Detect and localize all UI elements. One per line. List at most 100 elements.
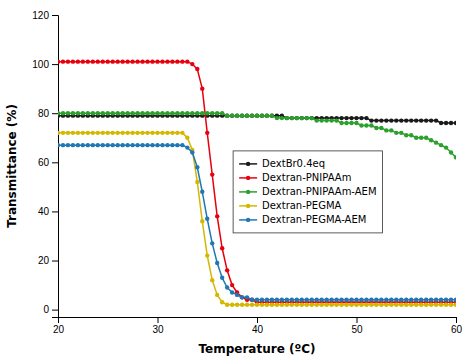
legend-item: Dextran-PNIPAAm [239,172,351,183]
point [379,303,383,307]
point [275,303,279,307]
point [424,136,428,140]
x-tick-mark [257,317,258,323]
point [170,59,174,63]
x-tick: 60 [451,317,463,335]
point [76,131,80,135]
point [300,303,304,307]
y-tick-mark [52,64,58,65]
legend-label: DextBr0.4eq [262,158,325,169]
point [394,131,398,135]
point [180,131,184,135]
y-tick-label: 120 [32,10,49,21]
point [305,116,309,120]
point [369,303,373,307]
point [344,121,348,125]
point [175,59,179,63]
point [180,59,184,63]
x-tick-mark [357,317,358,323]
x-axis-line [59,318,457,324]
point [81,111,85,115]
point [364,123,368,127]
point [76,143,80,147]
point [245,113,249,117]
x-axis: 2030405060 [53,317,463,335]
point [61,111,65,115]
point [130,111,134,115]
point [369,298,373,302]
point [285,116,289,120]
point [240,295,244,299]
point [235,113,239,117]
point [374,303,378,307]
point [324,298,328,302]
point [394,303,398,307]
plot-area: 2030405060020406080100120DextBr0.4eqDext… [32,10,462,335]
point [125,131,129,135]
x-tick: 50 [351,317,363,335]
point [454,121,456,125]
point [285,116,289,120]
point [101,111,105,115]
point [235,293,239,297]
point [324,118,328,122]
point [200,219,204,223]
x-tick: 20 [53,317,65,335]
point [111,143,115,147]
point [86,131,90,135]
point [71,131,75,135]
point [165,143,169,147]
point [439,121,443,125]
point [255,113,259,117]
y-tick-label: 20 [38,255,50,266]
y-tick-mark [52,211,58,212]
point [250,298,254,302]
point [205,217,209,221]
point [429,303,433,307]
legend-item: DextBr0.4eq [239,158,325,169]
point [150,111,154,115]
point [359,298,363,302]
point [414,136,418,140]
point [359,116,363,120]
point [150,143,154,147]
point [255,113,259,117]
y-axis: 020406080100120 [32,10,58,318]
point [334,298,338,302]
point [285,298,289,302]
point [81,143,85,147]
point [165,59,169,63]
point [399,131,403,135]
point [61,131,65,135]
point [414,298,418,302]
point [86,59,90,63]
point [334,118,338,122]
point [434,118,438,122]
point [414,118,418,122]
point [210,241,214,245]
point [454,303,456,307]
point [310,116,314,120]
point [165,111,169,115]
point [319,303,323,307]
point [160,131,164,135]
point [319,298,323,302]
point [215,293,219,297]
point [81,131,85,135]
point [280,303,284,307]
point [449,298,453,302]
point [295,116,299,120]
legend-item: Dextran-PEGMA [239,200,341,211]
point [364,303,368,307]
legend-label: Dextran-PEGMA [262,200,341,211]
legend-marker [246,218,250,222]
point [155,131,159,135]
point [66,143,70,147]
y-tick-mark [52,310,58,311]
point [245,295,249,299]
point [240,113,244,117]
point [290,116,294,120]
point [111,59,115,63]
point [130,131,134,135]
point [275,116,279,120]
